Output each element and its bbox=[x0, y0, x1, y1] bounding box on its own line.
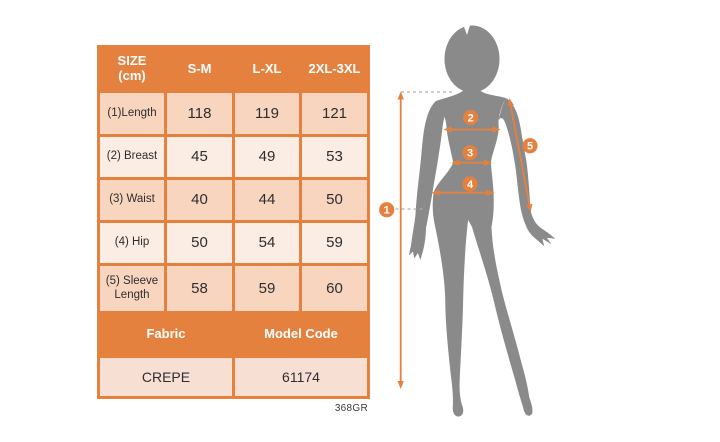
value-length-sm: 118 bbox=[167, 93, 232, 134]
woman-silhouette-icon bbox=[408, 22, 556, 417]
badge-5: 5 bbox=[522, 138, 538, 154]
footer-value-model-code: 61174 bbox=[235, 358, 367, 396]
row-label-breast: (2) Breast bbox=[100, 137, 164, 177]
measure-badges: 1 2 3 4 5 bbox=[379, 109, 538, 218]
badge-3-label: 3 bbox=[467, 148, 473, 160]
value-breast-sm: 45 bbox=[167, 137, 232, 177]
value-waist-lxl: 44 bbox=[235, 180, 299, 220]
figure-silhouette: 1 2 3 4 5 bbox=[379, 22, 556, 417]
badge-1: 1 bbox=[379, 202, 395, 218]
badge-3: 3 bbox=[462, 145, 478, 161]
header-size-cm: SIZE (cm) bbox=[100, 48, 164, 90]
value-length-lxl: 119 bbox=[235, 93, 299, 134]
value-sleeve-sm: 58 bbox=[167, 266, 232, 311]
value-sleeve-lxl: 59 bbox=[235, 266, 299, 311]
value-sleeve-2xl3xl: 60 bbox=[302, 266, 367, 311]
value-hip-sm: 50 bbox=[167, 223, 232, 263]
row-label-hip: (4) Hip bbox=[100, 223, 164, 263]
header-col-2xl3xl: 2XL-3XL bbox=[302, 48, 367, 90]
badge-2: 2 bbox=[463, 109, 479, 126]
header-col-sm: S-M bbox=[167, 48, 232, 90]
footer-header-model-code: Model Code bbox=[235, 314, 367, 355]
footer-value-fabric: CREPE bbox=[100, 358, 232, 396]
size-chart-table: SIZE (cm) S-M L-XL 2XL-3XL (1)Length 118… bbox=[97, 45, 370, 399]
badge-1-label: 1 bbox=[384, 205, 390, 217]
badge-4-label: 4 bbox=[467, 179, 474, 191]
value-hip-lxl: 54 bbox=[235, 223, 299, 263]
row-label-waist: (3) Waist bbox=[100, 180, 164, 220]
value-breast-2xl3xl: 53 bbox=[302, 137, 367, 177]
measure-arrow-sleeve bbox=[507, 98, 533, 212]
measure-arrows bbox=[397, 91, 533, 389]
badge-2-label: 2 bbox=[468, 113, 474, 125]
measure-arrow-length bbox=[397, 91, 404, 389]
measure-arrow-waist bbox=[451, 159, 492, 166]
value-breast-lxl: 49 bbox=[235, 137, 299, 177]
value-length-2xl3xl: 121 bbox=[302, 93, 367, 134]
row-label-length: (1)Length bbox=[100, 93, 164, 134]
header-col-lxl: L-XL bbox=[235, 48, 299, 90]
row-label-sleeve-length: (5) Sleeve Length bbox=[100, 266, 164, 311]
header-size-line2: (cm) bbox=[118, 68, 146, 83]
badge-5-label: 5 bbox=[527, 141, 533, 153]
guide-dashed-lines bbox=[395, 91, 453, 210]
badge-4: 4 bbox=[462, 176, 478, 192]
footer-header-fabric: Fabric bbox=[100, 314, 232, 355]
value-hip-2xl3xl: 59 bbox=[302, 223, 367, 263]
measure-arrow-hip bbox=[431, 189, 495, 196]
header-size-line1: SIZE bbox=[117, 53, 147, 69]
value-waist-sm: 40 bbox=[167, 180, 232, 220]
measure-arrow-breast bbox=[443, 126, 501, 133]
product-code-note: 368GR bbox=[334, 403, 368, 414]
value-waist-2xl3xl: 50 bbox=[302, 180, 367, 220]
